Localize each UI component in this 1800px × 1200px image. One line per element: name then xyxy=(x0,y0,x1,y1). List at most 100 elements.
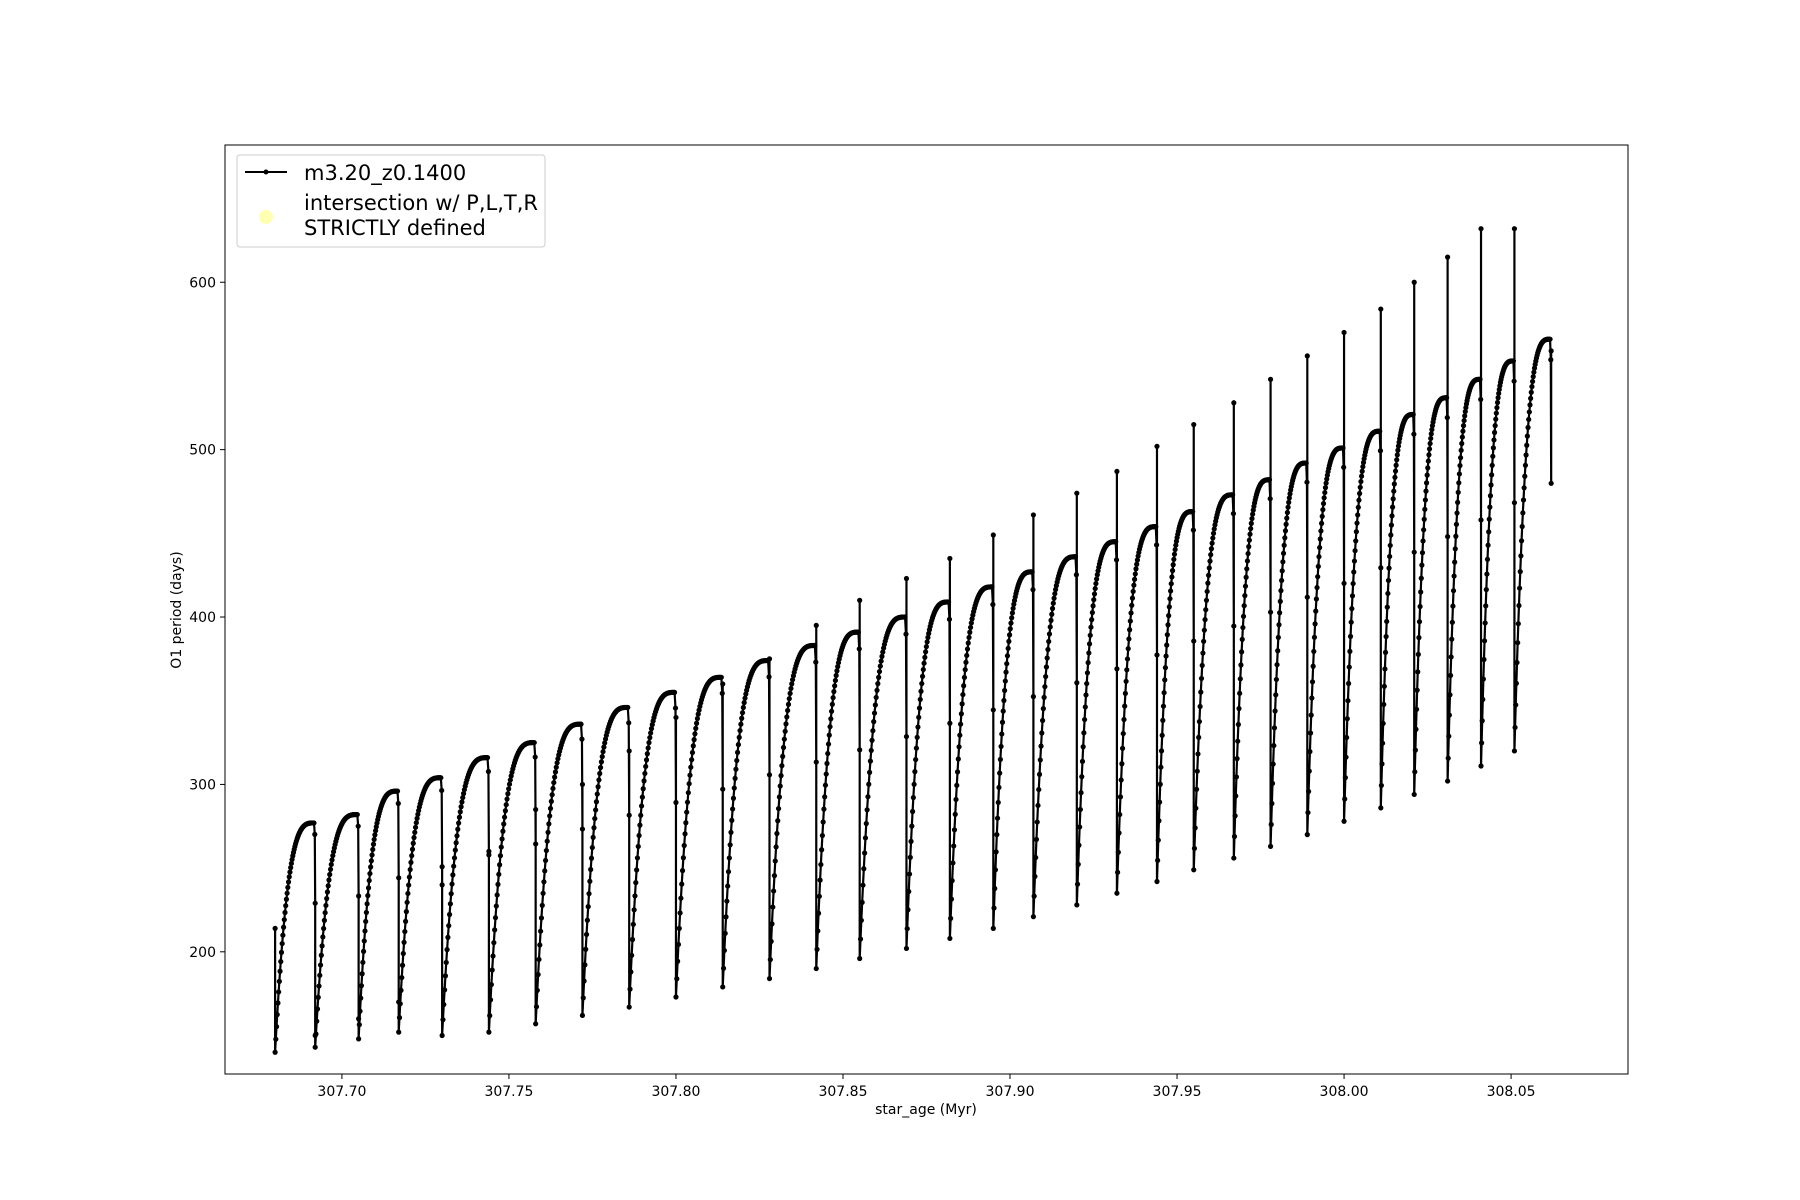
series-point xyxy=(1285,504,1291,510)
series-point xyxy=(1161,690,1167,696)
series-point xyxy=(674,976,680,982)
series-point xyxy=(946,616,953,622)
series-point xyxy=(1281,542,1287,548)
series-point xyxy=(1273,692,1279,698)
series-point xyxy=(1270,761,1276,767)
series-point xyxy=(1515,621,1521,627)
series-point xyxy=(816,893,822,899)
series-point xyxy=(677,910,683,916)
series-point xyxy=(401,939,407,945)
series-point xyxy=(905,907,911,913)
series-point xyxy=(825,750,831,757)
series-point xyxy=(968,620,974,626)
series-point xyxy=(1489,472,1495,478)
series-point xyxy=(904,926,910,932)
series-point xyxy=(909,808,916,815)
series-point xyxy=(579,736,585,742)
series-point xyxy=(786,696,792,702)
series-point xyxy=(1160,703,1167,709)
series-point xyxy=(503,802,509,808)
series-point xyxy=(727,842,733,848)
series-point xyxy=(1411,549,1417,555)
series-point xyxy=(532,754,538,760)
series-point xyxy=(1310,663,1316,669)
series-point xyxy=(1132,571,1138,577)
series-point xyxy=(1284,515,1290,521)
series-point xyxy=(626,812,632,818)
series-point xyxy=(323,902,329,909)
series-point xyxy=(1192,825,1198,831)
series-point xyxy=(1048,617,1054,623)
series-point xyxy=(774,830,780,837)
series-point xyxy=(767,956,773,963)
series-point xyxy=(768,938,774,944)
series-point xyxy=(912,769,918,775)
series-point xyxy=(593,799,600,805)
series-point xyxy=(396,1015,403,1021)
x-tick-label: 308.05 xyxy=(1487,1084,1536,1100)
series-point xyxy=(412,824,419,830)
series-point xyxy=(908,838,914,844)
series-point xyxy=(407,866,413,873)
series-point xyxy=(1415,651,1421,657)
series-point xyxy=(1201,627,1207,633)
series-point xyxy=(1191,845,1198,852)
series-point xyxy=(545,829,551,835)
series-point xyxy=(1386,565,1392,571)
series-point xyxy=(1484,571,1490,577)
series-point xyxy=(1000,708,1006,714)
series-point xyxy=(1484,556,1491,562)
series-point xyxy=(495,881,501,887)
series-point xyxy=(995,799,1001,806)
series-point xyxy=(328,861,334,868)
series-point xyxy=(367,870,373,877)
series-point xyxy=(442,987,448,993)
series-point xyxy=(770,904,776,910)
series-point xyxy=(1269,780,1276,786)
series-point xyxy=(534,987,540,993)
series-point xyxy=(1082,704,1088,710)
series-point xyxy=(486,1029,492,1035)
series-point xyxy=(494,892,500,898)
series-point xyxy=(769,921,775,927)
series-point xyxy=(313,1031,319,1037)
series-point xyxy=(1073,572,1079,578)
series-point xyxy=(1529,384,1535,390)
series-point xyxy=(455,826,461,832)
series-point xyxy=(1444,414,1450,421)
series-point xyxy=(921,660,927,666)
series-point xyxy=(1203,607,1209,613)
series-point xyxy=(1092,585,1098,592)
series-point xyxy=(683,820,689,826)
series-point xyxy=(1393,462,1399,468)
series-point xyxy=(1520,497,1527,503)
series-point xyxy=(693,725,699,731)
series-point xyxy=(1190,508,1196,515)
series-point xyxy=(327,871,333,878)
series-point xyxy=(1086,641,1093,647)
series-point xyxy=(363,918,369,925)
series-point xyxy=(1006,632,1013,638)
series-point xyxy=(285,879,292,885)
series-point xyxy=(857,747,863,753)
series-point xyxy=(861,866,867,872)
series-point xyxy=(1002,678,1008,684)
series-point xyxy=(1487,493,1494,499)
series-point xyxy=(1384,604,1390,610)
series-point xyxy=(1074,881,1081,887)
series-layer xyxy=(272,226,1554,1055)
series-point xyxy=(552,774,558,780)
series-point xyxy=(1286,499,1292,505)
series-point xyxy=(1167,596,1173,602)
series-point xyxy=(588,866,594,873)
series-point xyxy=(856,646,862,652)
series-point xyxy=(994,832,1000,838)
series-point xyxy=(789,677,796,683)
series-point xyxy=(370,846,376,853)
series-point xyxy=(648,730,654,736)
series-point xyxy=(1416,635,1422,641)
series-point xyxy=(1412,747,1418,753)
series-point xyxy=(537,942,543,948)
series-point xyxy=(1321,495,1327,501)
series-point xyxy=(1050,600,1056,606)
